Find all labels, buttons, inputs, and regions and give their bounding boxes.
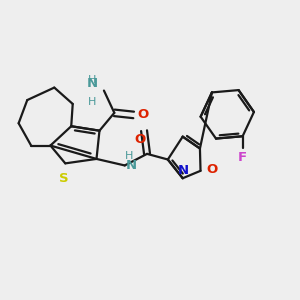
Text: O: O [137, 108, 148, 122]
Text: N: N [86, 77, 98, 90]
Text: F: F [238, 151, 247, 164]
Text: H: H [88, 75, 96, 85]
Text: H: H [88, 97, 96, 106]
Text: N: N [126, 159, 137, 172]
Text: N: N [178, 164, 189, 177]
Text: O: O [206, 163, 217, 176]
Text: O: O [135, 133, 146, 146]
Text: H: H [125, 151, 134, 161]
Text: S: S [59, 172, 69, 185]
